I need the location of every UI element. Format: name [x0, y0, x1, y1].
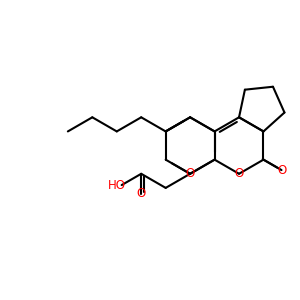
- Text: HO: HO: [108, 178, 126, 192]
- Text: O: O: [185, 167, 195, 180]
- Text: O: O: [277, 164, 286, 177]
- Text: O: O: [136, 187, 146, 200]
- Text: O: O: [234, 167, 244, 180]
